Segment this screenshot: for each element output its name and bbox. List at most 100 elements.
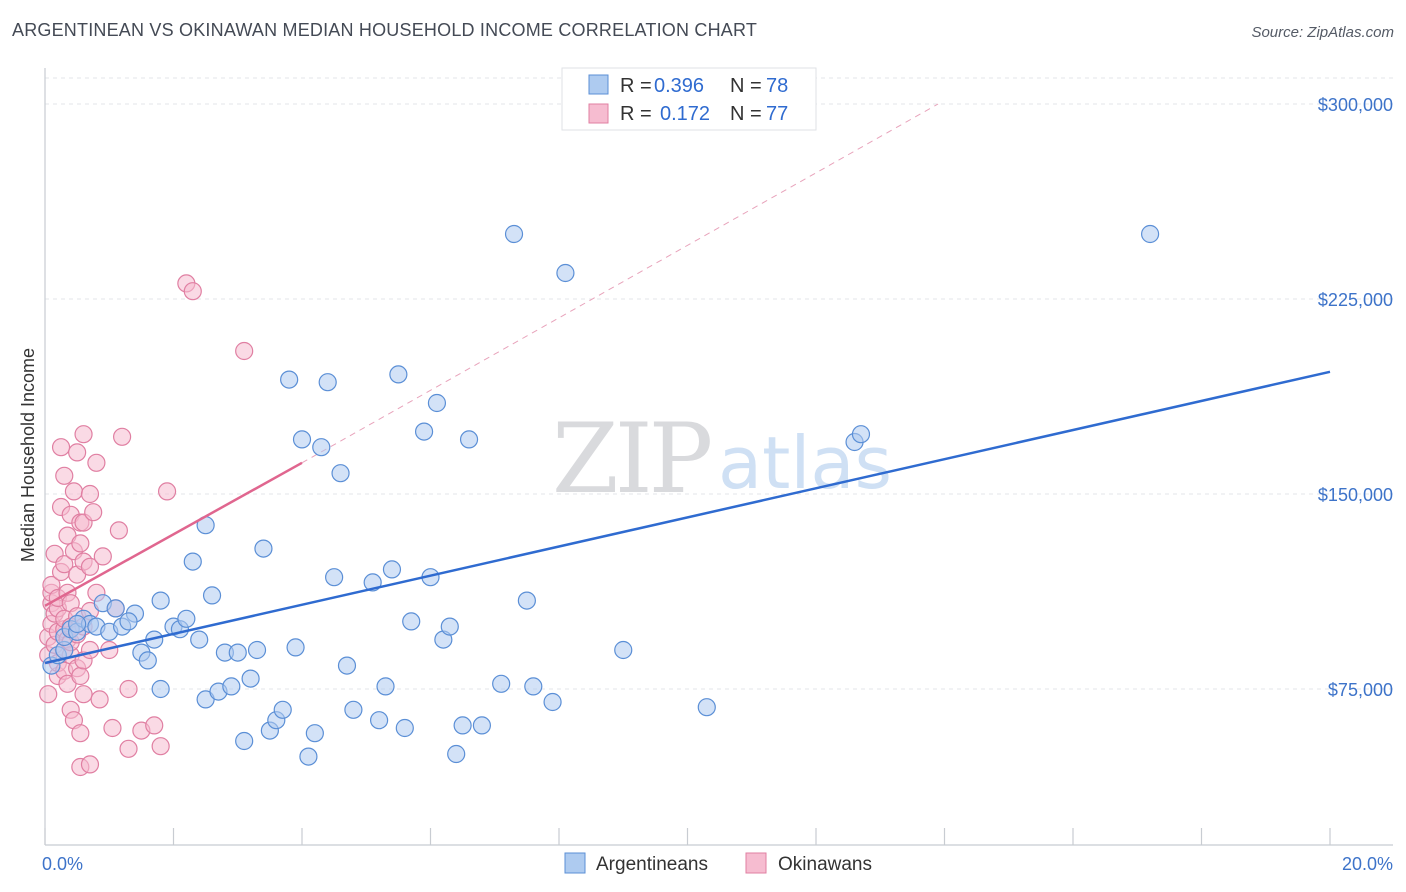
legend-pink-r-label: R = [620, 103, 652, 125]
legend-blue-n-label: N = [730, 75, 762, 97]
argentineans-point [183, 552, 202, 571]
argentineans-point [299, 747, 318, 766]
x-tick-label-min: 0.0% [42, 854, 83, 874]
argentineans-point [325, 568, 344, 587]
argentineans-point [190, 630, 209, 649]
okinawans-point [235, 341, 254, 361]
legend-pink-n-label: N = [730, 103, 762, 125]
argentineans-point [447, 744, 466, 764]
argentineans-point [106, 599, 125, 618]
okinawans-point [68, 443, 87, 462]
okinawans-trend-extension [301, 103, 939, 464]
argentineans-point [222, 677, 241, 696]
okinawans-point [93, 547, 112, 566]
argentineans-point [427, 393, 447, 413]
argentineans-point [292, 430, 312, 449]
argentineans-point [556, 263, 575, 283]
okinawans-point [151, 737, 170, 756]
argentineans-point [318, 373, 337, 392]
argentineans-point [151, 679, 170, 699]
okinawans-trend-line [44, 461, 303, 607]
okinawans-point [90, 690, 109, 709]
argentineans-point [414, 422, 434, 441]
argentineans-point [305, 724, 324, 743]
okinawans-point [80, 755, 100, 774]
watermark-zip: ZIP [552, 403, 711, 515]
legend-blue-r-value: 0.396 [654, 75, 704, 97]
okinawans-point [87, 453, 106, 472]
okinawans-point [80, 484, 100, 504]
argentineans-point [119, 612, 138, 631]
argentineans-point [389, 365, 408, 384]
argentineans-point [440, 617, 459, 636]
okinawans-point [55, 466, 74, 485]
okinawans-point [71, 666, 90, 686]
argentineans-points [42, 224, 1331, 766]
chart-source: Source: ZipAtlas.com [1251, 24, 1394, 41]
argentineans-point [472, 716, 491, 735]
argentineans-point [177, 609, 196, 628]
bottom-legend: Argentineans Okinawans [564, 852, 872, 875]
okinawans-point [55, 555, 74, 574]
bottom-legend-swatch-pink [745, 852, 767, 874]
argentineans-point [202, 586, 222, 605]
argentineans-point [504, 224, 524, 244]
y-axis-label: Median Household Income [18, 348, 38, 562]
y-tick-label: $300,000 [1318, 95, 1393, 115]
argentineans-point [241, 669, 260, 688]
okinawans-point [74, 685, 93, 704]
argentineans-point [459, 430, 479, 449]
legend-pink-n-value: 77 [766, 103, 788, 125]
bottom-legend-argentineans: Argentineans [596, 854, 708, 875]
argentineans-point [337, 656, 357, 675]
grid-lines [45, 77, 1393, 690]
argentineans-point [370, 711, 389, 730]
y-tick-label: $150,000 [1318, 485, 1393, 505]
okinawans-point [157, 482, 177, 501]
argentineans-point [395, 718, 414, 738]
argentineans-point [492, 674, 511, 693]
okinawans-point [119, 679, 138, 699]
okinawans-point [103, 718, 122, 738]
x-tick-label-max: 20.0% [1342, 854, 1393, 874]
okinawans-point [51, 438, 71, 457]
okinawans-point [80, 557, 100, 576]
argentineans-point [517, 591, 536, 610]
argentineans-point [1140, 224, 1160, 244]
argentineans-point [273, 700, 292, 719]
okinawans-point [84, 503, 103, 522]
argentineans-point [228, 643, 247, 662]
bottom-legend-swatch-blue [564, 852, 586, 874]
y-tick-labels: $75,000 $150,000 $225,000 $300,000 [1318, 95, 1393, 700]
argentineans-point [543, 692, 562, 712]
argentineans-point [376, 677, 395, 696]
y-tick-label: $225,000 [1318, 290, 1393, 310]
okinawans-point [145, 716, 164, 735]
argentineans-point [151, 591, 170, 610]
argentineans-point [851, 425, 871, 444]
okinawans-point [39, 685, 58, 704]
chart-title: ARGENTINEAN VS OKINAWAN MEDIAN HOUSEHOLD… [12, 20, 758, 40]
argentineans-point [254, 539, 273, 558]
okinawans-point [112, 427, 132, 446]
top-legend: R = 0.396 N = 78 R = 0.172 N = 77 [561, 67, 817, 131]
argentineans-point [524, 677, 543, 696]
legend-swatch-pink [588, 103, 609, 124]
bottom-legend-okinawans: Okinawans [778, 854, 872, 875]
argentineans-point [614, 640, 633, 660]
argentineans-point [68, 614, 87, 634]
okinawans-point [74, 425, 93, 444]
argentineans-point [382, 560, 402, 579]
argentineans-trend-line [44, 370, 1331, 665]
legend-blue-n-value: 78 [766, 75, 788, 97]
okinawans-point [64, 482, 84, 501]
okinawans-point [183, 282, 202, 301]
argentineans-point [697, 698, 716, 717]
okinawans-point [119, 739, 138, 758]
argentineans-point [286, 638, 305, 657]
argentineans-point [138, 651, 157, 670]
okinawans-point [80, 640, 100, 660]
legend-blue-r-label: R = [620, 75, 652, 97]
argentineans-point [344, 700, 363, 719]
